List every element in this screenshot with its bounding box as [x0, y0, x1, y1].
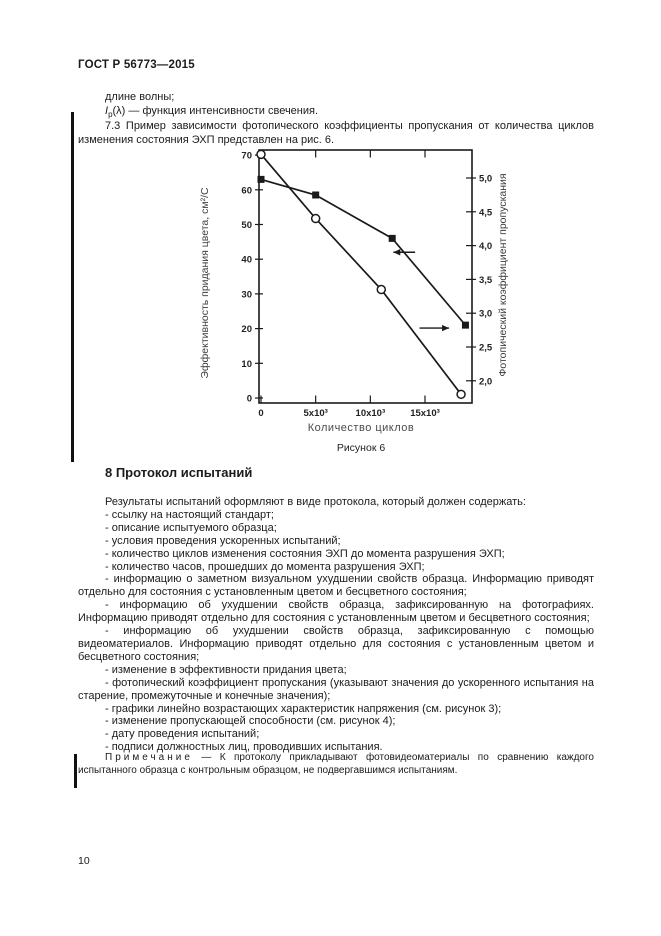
formula-symbol: I	[105, 105, 109, 117]
document-header: ГОСТ Р 56773—2015	[78, 59, 195, 71]
data-point-square	[461, 321, 469, 329]
protocol-item: - графики линейно возрастающих характери…	[105, 702, 502, 715]
x-axis-title: Количество циклов	[307, 422, 415, 434]
left-axis-tick-label: 30	[241, 289, 252, 300]
protocol-item: - фотопический коэффициент пропускания (…	[78, 676, 594, 702]
arrow-to-right-axis	[442, 324, 450, 332]
left-axis-tick-label: 50	[241, 220, 252, 231]
note-text: — К протоколу прикладывают фотовидеомате…	[78, 752, 594, 776]
x-axis-tick-label: 10x10³	[356, 408, 386, 419]
left-axis-tick-label: 60	[241, 185, 252, 196]
right-axis-tick-label: 4,0	[479, 241, 492, 252]
intro-block: длине волны; Ip(λ) — функция интенсивнос…	[78, 90, 594, 122]
left-axis-tick-label: 20	[241, 324, 252, 335]
plot-frame	[258, 149, 473, 404]
left-axis-tick-label: 10	[241, 359, 252, 370]
data-point-square	[388, 234, 396, 242]
section-8-heading: 8 Протокол испытаний	[105, 465, 253, 480]
right-axis-tick-label: 3,5	[479, 275, 493, 286]
right-axis-tick-label: 5,0	[479, 174, 492, 185]
right-axis-tick-label: 2,5	[479, 343, 493, 354]
right-axis-tick-label: 3,0	[479, 309, 492, 320]
protocol-item: - информацию об ухудшении свойств образц…	[78, 599, 594, 625]
protocol-item: - изменение пропускающей способности (см…	[105, 715, 396, 728]
x-axis-tick-label: 0	[258, 408, 263, 419]
data-point-circle	[376, 284, 387, 295]
data-point-circle	[456, 389, 466, 400]
protocol-item: - количество циклов изменения состояния …	[105, 547, 505, 560]
protocol-item: - дату проведения испытаний;	[105, 728, 260, 741]
left-axis-tick-label: 0	[247, 394, 252, 405]
protocol-intro-line: Результаты испытаний оформляют в виде пр…	[105, 496, 526, 508]
protocol-item: - условия проведения ускоренных испытани…	[105, 534, 341, 547]
protocol-item: - ссылку на настоящий стандарт;	[105, 508, 274, 521]
paragraph-7-3: 7.3 Пример зависимости фотопического коэ…	[78, 120, 594, 146]
data-point-circle	[256, 149, 266, 160]
arrow-to-left-axis	[393, 249, 401, 256]
x-axis-tick-label: 15x10³	[410, 408, 440, 419]
protocol-item: - изменение в эффективности придания цве…	[105, 663, 347, 676]
protocol-item: - подписи должностных лиц, проводивших и…	[105, 741, 383, 754]
formula-definition: (λ) — функция интенсивности свечения.	[112, 105, 319, 117]
revision-change-bar	[71, 112, 74, 462]
left-axis-tick-label: 70	[241, 151, 252, 162]
right-axis-tick-label: 2,0	[479, 376, 492, 387]
protocol-item: - описание испытуемого образца;	[105, 521, 277, 534]
data-point-circle	[310, 213, 321, 224]
data-point-square	[312, 191, 320, 199]
data-point-square	[257, 175, 265, 183]
left-axis-title: Эффективность придания цвета, см²/С	[199, 187, 211, 379]
figure-6: Эффективность придания цвета, см²/С Фото…	[196, 145, 526, 461]
note-paragraph: Примечание — К протоколу прикладывают фо…	[78, 752, 594, 777]
revision-change-bar-note	[74, 754, 77, 788]
formula-line: Ip(λ) — функция интенсивности свечения.	[78, 104, 594, 122]
series-line-circle	[260, 153, 462, 395]
page-number: 10	[78, 855, 90, 867]
section-8-body: Результаты испытаний оформляют в виде пр…	[78, 496, 594, 754]
protocol-item: - информацию о заметном визуальном ухудш…	[78, 573, 594, 599]
protocol-item: - количество часов, прошедших до момента…	[105, 560, 425, 573]
definition-line: длине волны;	[105, 91, 175, 103]
formula-subscript: p	[108, 110, 113, 120]
right-axis-tick-label: 4,5	[479, 207, 493, 218]
protocol-item: - информацию об ухудшении свойств образц…	[78, 625, 594, 663]
note-label: Примечание	[105, 752, 193, 763]
right-axis-title: Фотопический коэффициент пропускания	[497, 173, 509, 376]
series-line-square	[260, 178, 467, 326]
x-axis-tick-label: 5x10³	[304, 408, 328, 419]
left-axis-tick-label: 40	[241, 255, 252, 266]
figure-caption: Рисунок 6	[336, 442, 386, 454]
chart-content: 0 10 20 30 40 50 60 70 5,0 4,5 4,0 3,5 3,0 2,5 2,0 0 5x1…	[241, 149, 493, 419]
line-chart: Эффективность придания цвета, см²/С Фото…	[199, 149, 509, 419]
